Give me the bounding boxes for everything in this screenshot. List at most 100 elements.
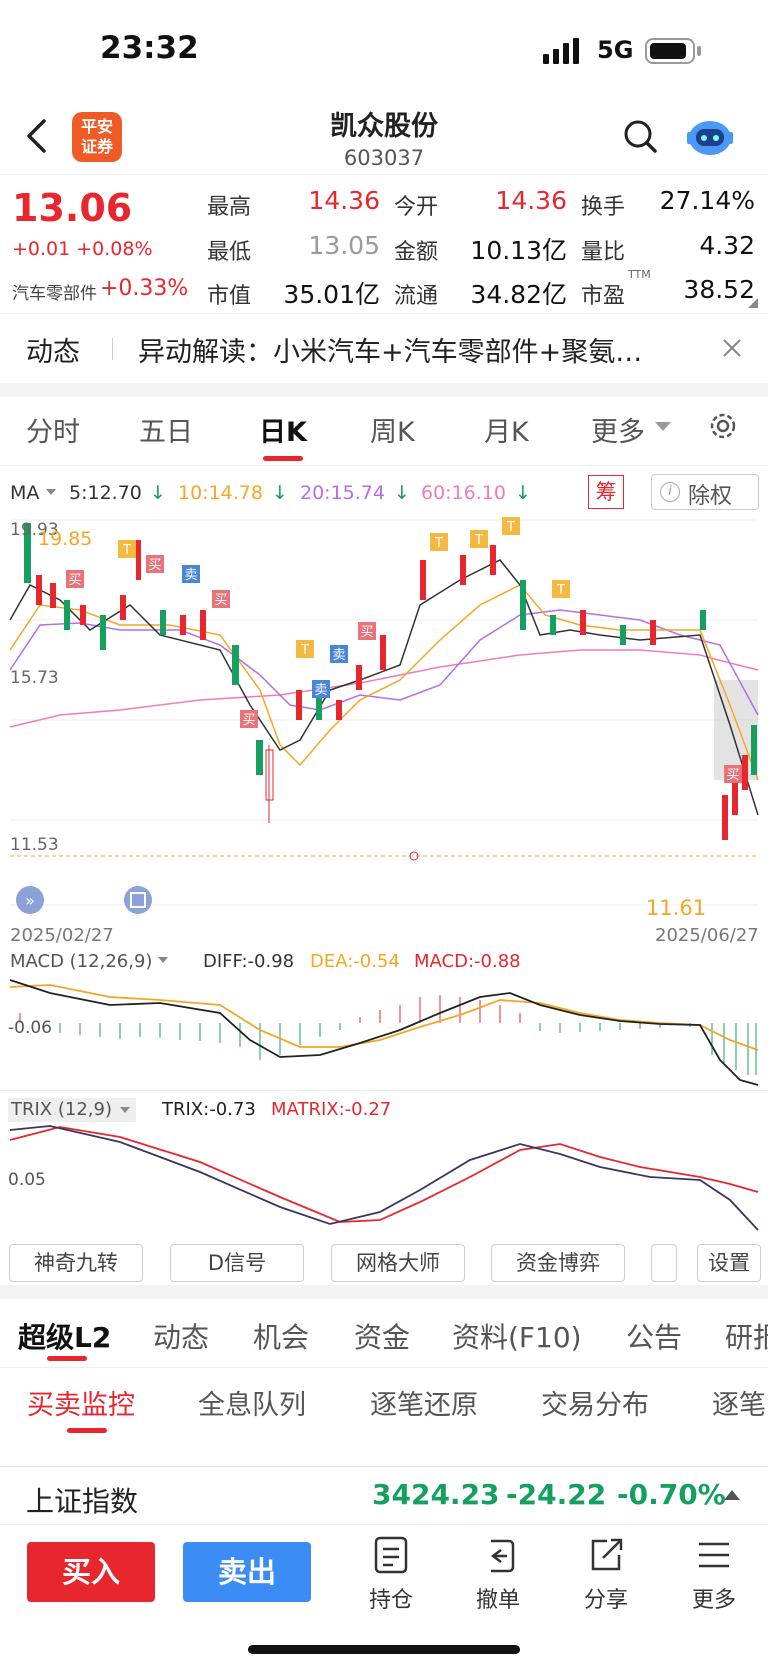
gear-icon[interactable] — [707, 410, 739, 442]
news-separator — [112, 338, 113, 360]
subtab-tick-replay[interactable]: 逐笔还原 — [370, 1390, 478, 1421]
close-icon[interactable] — [722, 338, 742, 358]
cancel-order-button[interactable]: 撤单 — [458, 1536, 538, 1614]
tab-monthly-k[interactable]: 月K — [484, 417, 529, 448]
tab-research[interactable]: 研报 — [725, 1321, 768, 1354]
quote-divider — [0, 313, 768, 314]
magic-nine-turn-button[interactable]: 神奇九转 — [9, 1244, 143, 1282]
share-button[interactable]: 分享 — [566, 1536, 646, 1614]
position-button[interactable]: 持仓 — [351, 1536, 431, 1614]
sell-signal-tag: 卖 — [184, 568, 197, 583]
sector-name[interactable]: 汽车零部件 — [12, 284, 97, 304]
subtab-trade-distribution[interactable]: 交易分布 — [541, 1390, 649, 1421]
last-price: 13.06 — [12, 186, 133, 230]
section-gap — [0, 383, 768, 397]
ma10-down-arrow-icon: ↓ — [272, 482, 288, 504]
buy-signal-tag: 买 — [360, 625, 373, 640]
tab-intraday[interactable]: 分时 — [26, 417, 80, 448]
expand-corner-icon[interactable] — [748, 298, 758, 308]
subtab-full-queue[interactable]: 全息队列 — [198, 1390, 306, 1421]
index-ticker-bar[interactable] — [0, 1466, 768, 1525]
network-label: 5G — [597, 36, 634, 64]
capital-game-button[interactable]: 资金博弈 — [491, 1244, 625, 1282]
position-icon — [374, 1536, 408, 1574]
d-signal-button[interactable]: D信号 — [170, 1244, 304, 1282]
index-change: -24.22 — [506, 1478, 607, 1511]
macd-histogram-value: MACD:-0.88 — [414, 951, 521, 972]
tab-opportunity[interactable]: 机会 — [253, 1321, 310, 1354]
tab-daily-k[interactable]: 日K — [259, 417, 307, 448]
t-signal-tag: T — [300, 643, 309, 658]
turnover-label: 换手 — [581, 195, 626, 220]
trix-chart[interactable]: 0.05 — [0, 1122, 768, 1234]
ma5-down-arrow-icon: ↓ — [150, 482, 166, 504]
macd-dropdown-icon[interactable] — [158, 957, 168, 964]
back-icon[interactable] — [24, 118, 50, 154]
buy-signal-tag: 买 — [214, 593, 227, 608]
high-label: 最高 — [207, 195, 252, 220]
chevron-down-icon[interactable] — [655, 422, 671, 432]
kline-grid — [10, 519, 758, 906]
grid-master-button[interactable]: 网格大师 — [331, 1244, 465, 1282]
exright-button[interactable]: i 除权 — [651, 474, 759, 510]
subtab-tick[interactable]: 逐笔 — [712, 1390, 766, 1421]
t-signal-tag: T — [434, 536, 443, 551]
battery-icon — [645, 38, 701, 64]
ma60-down-arrow-icon: ↓ — [515, 482, 531, 504]
sell-button[interactable]: 卖出 — [183, 1542, 311, 1602]
kline-chart[interactable]: 19.93 19.85 15.73 11.53 11.61 2025/02/27… — [0, 515, 768, 947]
tabs-divider — [0, 465, 768, 466]
robot-assistant-icon[interactable] — [686, 114, 734, 158]
ticker-divider — [0, 1524, 768, 1525]
macd-selector[interactable]: MACD (12,26,9) — [10, 951, 153, 972]
subtab-trade-monitor[interactable]: 买卖监控 — [27, 1390, 135, 1421]
ma-dropdown-icon[interactable] — [46, 489, 56, 496]
tool-settings-button[interactable]: 设置 — [697, 1244, 761, 1282]
price-high-marker: 19.85 — [38, 528, 92, 550]
share-label: 分享 — [583, 1588, 628, 1613]
macd-chart[interactable]: -0.06 — [0, 975, 768, 1087]
end-date-label: 2025/06/27 — [655, 925, 759, 946]
macd-dea-value: DEA:-0.54 — [310, 951, 400, 972]
open-label: 今开 — [394, 195, 439, 220]
tab-announcement[interactable]: 公告 — [626, 1321, 683, 1354]
low-value: 13.05 — [308, 231, 380, 260]
main-tabs-divider — [0, 1367, 768, 1368]
ma60-value: 60:16.10 — [421, 482, 506, 504]
t-signal-markers: T T T T T T — [118, 517, 570, 658]
tab-capital[interactable]: 资金 — [354, 1321, 411, 1354]
market-cap-value: 35.01亿 — [283, 280, 380, 309]
position-label: 持仓 — [368, 1588, 413, 1613]
tab-weekly-k[interactable]: 周K — [370, 417, 415, 448]
trix-selector[interactable]: TRIX (12,9) — [8, 1098, 136, 1122]
price-high-label: 19.93 — [10, 520, 59, 540]
chevron-up-icon[interactable] — [724, 1489, 740, 1501]
tab-f10[interactable]: 资料(F10) — [452, 1321, 582, 1354]
turnover-value: 27.14% — [659, 186, 755, 215]
chip-distribution-button[interactable]: 筹 — [588, 475, 624, 509]
news-headline[interactable]: 异动解读：小米汽车+汽车零部件+聚氨… — [138, 337, 643, 368]
sector-change: +0.33% — [100, 276, 189, 301]
index-pct: -0.70% — [617, 1478, 726, 1511]
more-button[interactable]: 更多 — [674, 1536, 754, 1614]
index-name: 上证指数 — [26, 1485, 139, 1518]
main-tab-indicator — [47, 1356, 87, 1361]
ma-selector[interactable]: MA — [10, 482, 40, 504]
t-signal-tag: T — [506, 520, 515, 535]
tab-five-day[interactable]: 五日 — [139, 417, 193, 448]
tool-placeholder-button[interactable] — [651, 1244, 677, 1282]
trix-dropdown-icon[interactable] — [120, 1107, 130, 1114]
tab-super-l2[interactable]: 超级L2 — [18, 1321, 112, 1354]
news-label[interactable]: 动态 — [26, 337, 80, 368]
home-indicator[interactable] — [248, 1645, 520, 1654]
tab-dynamics[interactable]: 动态 — [153, 1321, 210, 1354]
buy-button[interactable]: 买入 — [27, 1542, 155, 1602]
ma20-value: 20:15.74 — [300, 482, 385, 504]
macd-axis-label: -0.06 — [8, 1018, 52, 1038]
tab-more[interactable]: 更多 — [591, 417, 645, 448]
trix-axis-label: 0.05 — [8, 1170, 46, 1190]
stock-code: 603037 — [343, 146, 425, 170]
search-icon[interactable] — [622, 118, 658, 154]
index-value: 3424.23 — [372, 1478, 500, 1511]
cancel-order-label: 撤单 — [475, 1588, 520, 1613]
